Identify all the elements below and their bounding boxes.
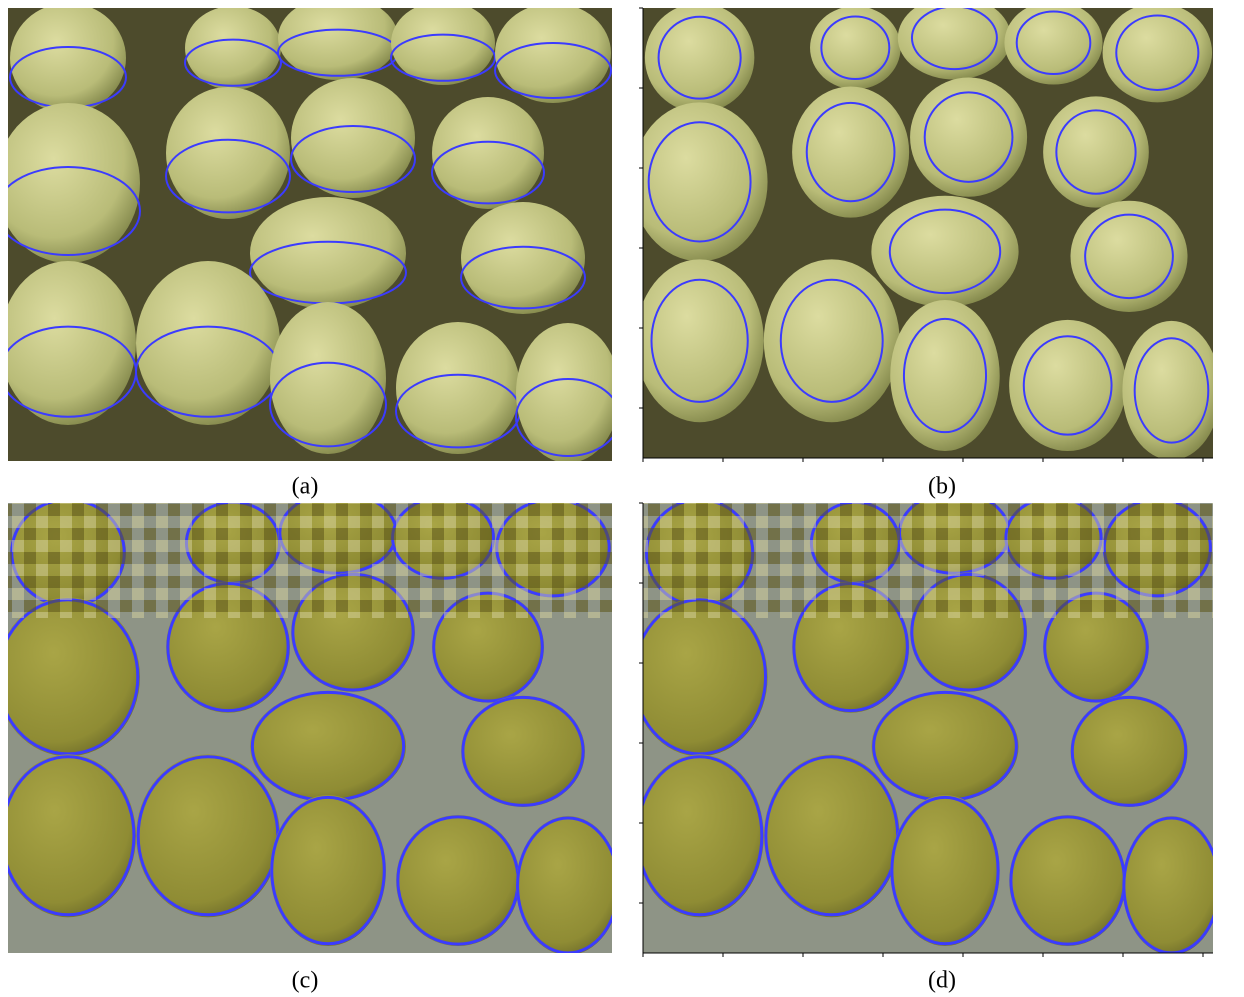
pear (185, 6, 281, 90)
pear (910, 78, 1027, 197)
panel-caption: (b) (928, 474, 956, 500)
pear (166, 87, 290, 219)
pear (871, 196, 1018, 307)
pear (291, 78, 415, 198)
pear (890, 300, 999, 451)
image-panel (0, 0, 620, 463)
pear (461, 202, 585, 314)
figure: (a) (b) (c) (d) (0, 0, 1244, 997)
pear (645, 3, 754, 112)
pear (495, 3, 611, 103)
pear (792, 86, 909, 217)
panel-caption: (a) (292, 474, 319, 500)
pear (764, 259, 900, 422)
pear (810, 6, 901, 89)
pear (1004, 1, 1102, 84)
pear (1122, 321, 1220, 460)
image-panel (632, 0, 1221, 460)
pear (1071, 201, 1188, 312)
pear (136, 261, 280, 425)
pear (1009, 320, 1126, 451)
pear (250, 197, 406, 309)
pear (898, 0, 1011, 80)
pear (0, 103, 140, 263)
pear (516, 323, 620, 463)
pear (270, 302, 386, 454)
pear (635, 259, 763, 422)
pear (136, 754, 280, 917)
pear (0, 261, 136, 425)
image-panel (632, 491, 1221, 955)
panel-caption: (c) (292, 968, 319, 994)
page: {"panels": [{"label": "(a)"}, {"label": … (0, 0, 1244, 997)
pear (391, 1, 495, 85)
pear (1103, 3, 1212, 102)
pear (396, 322, 520, 454)
pear (1043, 96, 1149, 207)
image-panel (0, 491, 620, 955)
pixelated-strip (8, 503, 612, 618)
panel-caption: (d) (928, 968, 956, 994)
pear (10, 3, 126, 113)
pear (632, 102, 768, 261)
pear (432, 97, 544, 209)
pixelated-strip (643, 503, 1213, 618)
